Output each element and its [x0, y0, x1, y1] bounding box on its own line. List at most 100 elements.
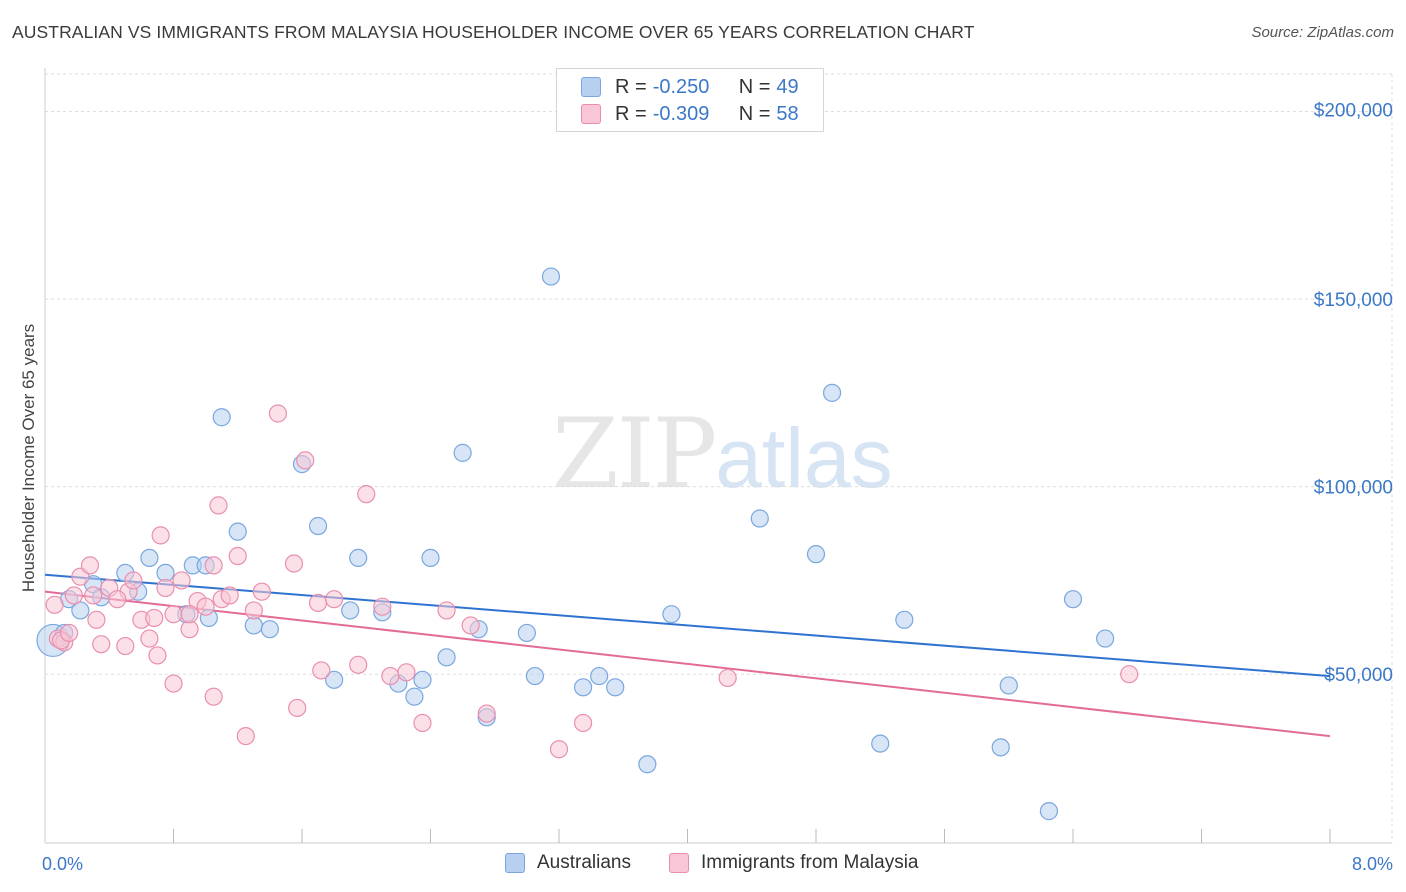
legend-n-label: N =: [738, 75, 771, 98]
point-australians: [638, 755, 657, 774]
pink-swatch: [581, 104, 601, 124]
point-australians: [1063, 590, 1083, 609]
point-malaysia: [236, 726, 255, 746]
trend-line-australians: [44, 573, 1331, 678]
point-australians: [541, 267, 561, 286]
point-malaysia: [108, 590, 127, 609]
point-malaysia: [196, 597, 215, 616]
point-australians: [806, 545, 826, 564]
point-malaysia: [325, 590, 344, 609]
point-malaysia: [228, 546, 247, 566]
point-australians: [999, 676, 1018, 695]
point-malaysia: [59, 623, 79, 643]
legend-n-value: 58: [776, 102, 799, 125]
point-malaysia: [477, 704, 496, 723]
legend-r-label: R =: [615, 75, 647, 98]
y-tick-label: $100,000: [1314, 478, 1393, 499]
point-malaysia: [220, 586, 239, 605]
point-australians: [662, 605, 681, 624]
point-malaysia: [124, 571, 143, 590]
chart-title: AUSTRALIAN VS IMMIGRANTS FROM MALAYSIA H…: [12, 22, 975, 42]
bottom-legend-australians: Australians: [505, 852, 631, 874]
legend-r-label: R =: [615, 102, 647, 125]
point-malaysia: [357, 485, 376, 504]
point-australians: [991, 738, 1010, 757]
point-malaysia: [80, 556, 100, 575]
point-malaysia: [573, 713, 593, 733]
tick-labels: $50,000 $100,000 $150,000 $200,000 0.0% 8.0% H…: [19, 101, 1393, 874]
y-tick-label: $150,000: [1314, 290, 1393, 311]
watermark: ZIPatlas: [552, 398, 893, 510]
point-australians: [1096, 629, 1115, 648]
point-malaysia: [284, 554, 304, 573]
legend-r-value: -0.309: [652, 102, 710, 125]
legend-row-malaysia: R = -0.309 N = 58: [581, 101, 799, 127]
point-australians: [525, 666, 545, 686]
point-malaysia: [116, 636, 135, 656]
data-points: [36, 267, 1139, 821]
watermark-zip: ZIP: [552, 398, 717, 510]
y-tick-label: $50,000: [1324, 665, 1393, 686]
point-malaysia: [549, 740, 569, 759]
watermark-atlas: atlas: [715, 411, 893, 505]
point-malaysia: [437, 601, 456, 620]
point-malaysia: [164, 674, 183, 693]
point-australians: [606, 678, 625, 697]
point-malaysia: [87, 610, 106, 629]
point-malaysia: [164, 605, 183, 624]
series-name: Immigrants from Malaysia: [701, 852, 919, 873]
point-malaysia: [84, 586, 103, 605]
point-malaysia: [1120, 665, 1139, 684]
point-australians: [260, 620, 279, 639]
point-australians: [71, 601, 90, 620]
legend-r-value: -0.250: [652, 75, 710, 98]
point-malaysia: [718, 668, 737, 688]
point-malaysia: [172, 571, 191, 590]
point-australians: [895, 610, 914, 629]
point-australians: [750, 509, 769, 528]
point-malaysia: [381, 666, 400, 686]
point-australians: [871, 734, 890, 753]
point-malaysia: [461, 616, 480, 635]
series-name: Australians: [537, 852, 631, 873]
point-malaysia: [180, 605, 199, 624]
point-malaysia: [45, 595, 64, 614]
axes: [44, 68, 1392, 844]
point-malaysia: [268, 404, 288, 423]
point-australians: [228, 522, 247, 541]
point-australians: [405, 687, 424, 706]
y-axis-title: Householder Income Over 65 years: [19, 324, 38, 592]
source-label: Source: ZipAtlas.com: [1251, 24, 1394, 41]
point-australians: [822, 383, 842, 402]
point-australians: [325, 670, 344, 689]
correlation-legend: R = -0.250 N = 49 R = -0.309 N = 58: [556, 68, 824, 132]
point-australians: [212, 408, 231, 427]
point-australians: [573, 678, 593, 697]
legend-n-label: N =: [738, 102, 771, 125]
point-malaysia: [244, 601, 263, 620]
bottom-legend-malaysia: Immigrants from Malaysia: [669, 852, 919, 874]
blue-swatch: [581, 77, 601, 97]
point-malaysia: [308, 593, 328, 613]
point-australians: [140, 548, 159, 568]
point-australians: [517, 623, 536, 643]
point-australians: [413, 670, 432, 689]
point-malaysia: [209, 496, 228, 515]
legend-n-value: 49: [776, 75, 799, 98]
point-australians: [590, 666, 609, 686]
point-australians: [1039, 802, 1059, 821]
point-malaysia: [92, 635, 111, 654]
point-malaysia: [204, 687, 223, 706]
point-malaysia: [397, 663, 416, 682]
point-malaysia: [151, 526, 170, 545]
point-malaysia: [296, 451, 315, 470]
pink-swatch: [669, 853, 689, 873]
point-malaysia: [156, 578, 175, 598]
point-australians: [437, 648, 456, 667]
point-malaysia: [140, 629, 159, 648]
point-australians: [308, 516, 328, 536]
y-tick-label: $200,000: [1314, 101, 1393, 122]
point-malaysia: [288, 698, 307, 718]
point-malaysia: [349, 655, 368, 674]
